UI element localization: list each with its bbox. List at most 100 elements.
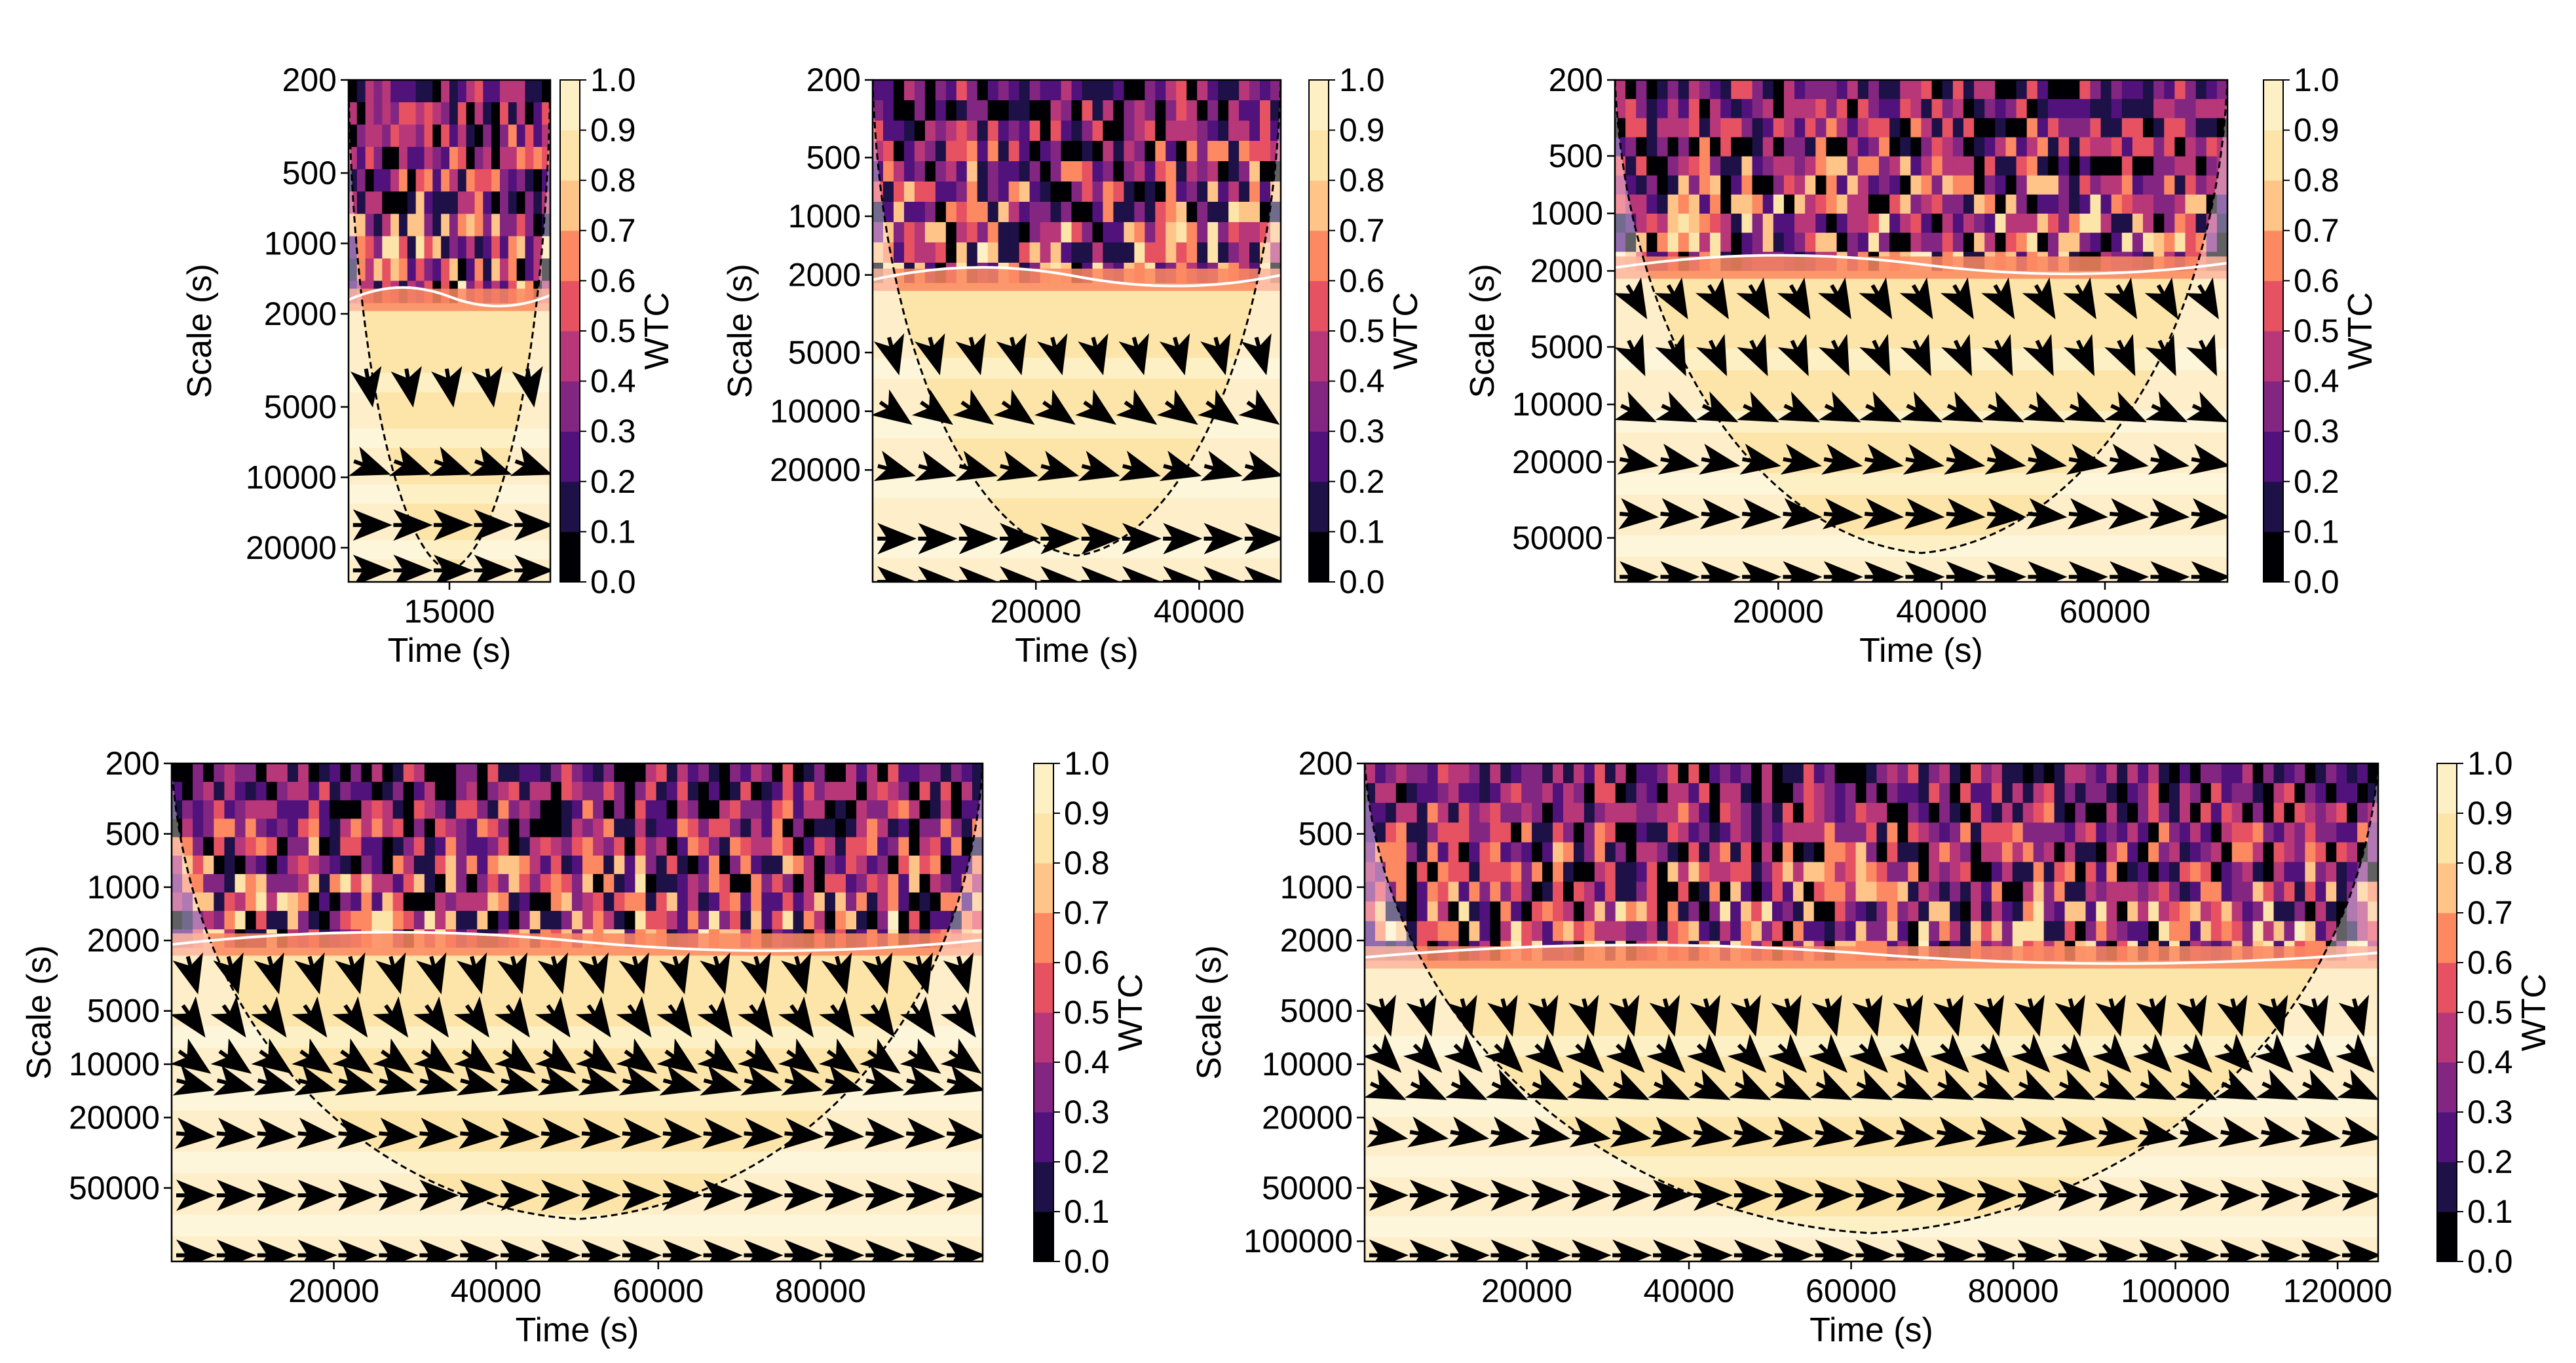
coherence-cell [603,873,615,893]
coherence-cell [1155,100,1167,121]
coherence-cell [1918,803,1930,824]
coherence-cell [2164,194,2176,215]
coherence-cell [977,181,989,202]
coherence-cell [2138,921,2150,942]
phase-arrow [1617,444,1659,475]
coherence-cell [434,837,447,856]
colorbar-tick-label: 0.3 [590,413,636,450]
coherence-cell [772,800,784,820]
coherence-cell [930,782,941,801]
coherence-cell [677,911,689,931]
coherence-cell [1145,80,1156,101]
coherence-cell [287,782,299,801]
phase-arrow [296,1117,337,1149]
coherence-cell [1995,194,2007,215]
coherence-cell [856,763,868,783]
coherence-cell [1731,194,1743,215]
coherence-cell [1646,783,1658,804]
coherence-cell [1834,803,1846,824]
coherence-cell [1019,221,1031,243]
coherence-cell [1771,803,1783,824]
colorbar-segment [560,381,580,432]
coherence-cell [392,818,404,838]
wtc-panel-5: 2005001000200050001000020000500001000002… [1190,745,2553,1349]
coherence-cell [432,147,442,170]
coherence-cell [1866,881,1878,902]
coherence-cell [961,892,973,912]
coherence-cell [1385,901,1397,922]
coherence-cell [256,837,267,856]
coherence-cell [1406,822,1418,843]
coherence-cell [533,236,543,259]
coherence-cell [951,873,962,893]
coherence-cell [1942,156,1954,176]
coherence-cell [1270,242,1281,263]
coherence-cell [214,873,225,893]
coherence-cell [1657,763,1669,784]
coherence-cell [1991,822,2003,843]
coherence-cell [1260,80,1272,101]
phase-arrow [1850,1069,1893,1100]
coherence-cell [550,782,562,801]
coherence-cell [1448,842,1460,863]
colorbar-tick-label: 0.6 [590,262,636,299]
coherence-cell [824,892,836,912]
coherence-cell [1490,783,1502,804]
colorbar-segment [1034,1012,1053,1063]
coherence-cell [2016,118,2028,138]
coherence-cell [2022,901,2034,922]
coherence-cell [972,837,983,856]
coherence-cell [1395,783,1407,804]
coherence-cell [529,873,541,893]
coherence-cell [909,873,920,893]
coherence-cell [845,800,858,820]
coherence-cell [1939,842,1951,863]
colorbar-segment [1309,431,1329,482]
coherence-cell [1029,100,1041,121]
coherence-cell [356,214,366,237]
coherence-cell [687,892,699,912]
coherence-cell [951,911,962,931]
coi-shade [1615,80,2227,582]
coherence-cell [956,100,968,121]
coherence-cell [2026,156,2038,176]
coherence-cell [2064,862,2076,883]
coherence-cell [677,800,689,820]
coherence-cell [390,191,400,215]
coherence-cell [2022,881,2034,902]
coherence-cell [2347,803,2358,824]
coherence-cell [2294,783,2306,804]
coherence-cell [1792,822,1804,843]
colorbar-segment [2437,1062,2457,1113]
coherence-cell [382,800,394,820]
coherence-cell [856,800,868,820]
coherence-cell [2252,803,2264,824]
coherence-cell [540,911,552,931]
coherence-cell [1921,194,1933,215]
coherence-cell [1218,161,1230,182]
coherence-cell [1889,80,1901,100]
coherence-cell [1942,137,1954,157]
coherence-cell [235,892,246,912]
coherence-cell [1050,161,1062,182]
phase-arrow [2093,1069,2136,1100]
coherence-cell [2284,901,2296,922]
coherence-cell [256,892,267,912]
coherence-cell [1469,901,1481,922]
coherence-cell [1573,862,1585,883]
coherence-cell [2159,803,2170,824]
coherence-cell [1646,842,1658,863]
coherence-cell [930,855,941,875]
coherence-cell [1836,194,1848,215]
coherence-cell [193,873,204,893]
coherence-cell [1889,233,1901,253]
coherence-cell [1604,862,1616,883]
coherence-cell [2090,80,2102,100]
coherence-cell [1963,175,1975,195]
coherence-cell [719,892,731,912]
coherence-cell [2284,921,2296,942]
coherence-cell [2326,822,2338,843]
coherence-cell [434,818,447,838]
coherence-cell [1437,783,1449,804]
coherence-cell [1385,783,1397,804]
